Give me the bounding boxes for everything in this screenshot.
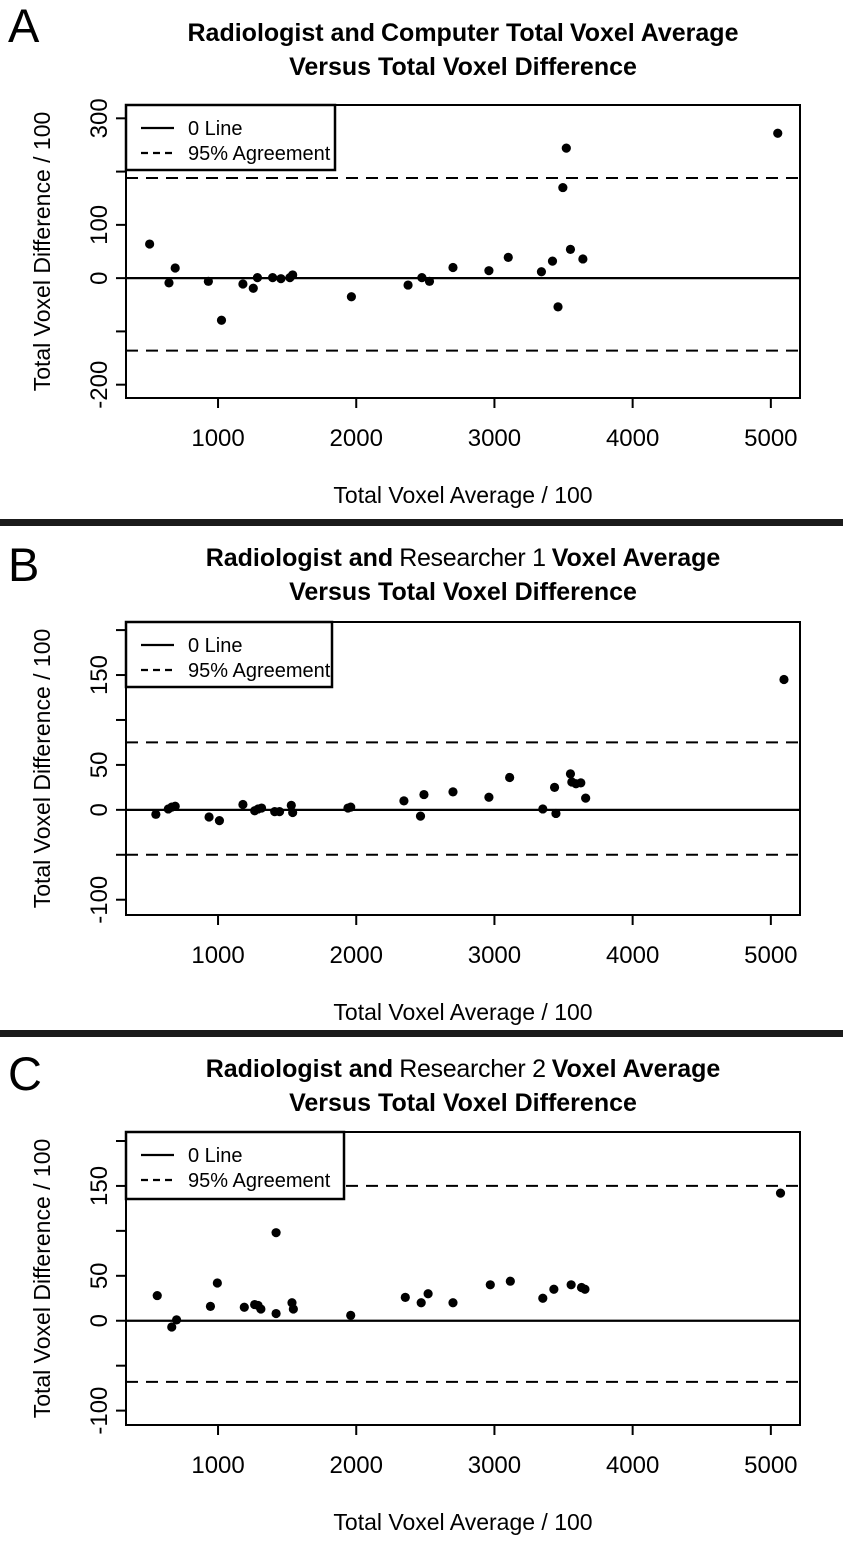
title-line1: Radiologist and Computer Total Voxel Avera… [110, 16, 816, 50]
svg-text:150: 150 [86, 1166, 113, 1206]
svg-text:Total Voxel Average / 100: Total Voxel Average / 100 [333, 999, 592, 1025]
title-line1: Radiologist and Researcher 2 Voxel Average [110, 1052, 816, 1086]
svg-text:0 Line: 0 Line [188, 1145, 243, 1167]
title-mid: Researcher 1 [399, 544, 546, 572]
svg-text:0: 0 [86, 803, 113, 816]
chart-title-a: Radiologist and Computer Total Voxel Avera… [110, 16, 816, 84]
svg-text:1000: 1000 [191, 942, 244, 969]
panel-letter-b: B [8, 538, 40, 591]
svg-text:-100: -100 [86, 876, 113, 924]
svg-text:150: 150 [86, 655, 113, 695]
svg-text:95% Agreement: 95% Agreement [188, 660, 331, 682]
svg-text:Total Voxel Average / 100: Total Voxel Average / 100 [333, 482, 592, 508]
panel-a: A Radiologist and Computer Total Voxel Ave… [0, 0, 843, 519]
title-line2: Versus Total Voxel Difference [289, 578, 637, 606]
svg-text:50: 50 [86, 1262, 113, 1289]
svg-text:2000: 2000 [330, 1452, 383, 1479]
panel-b: B Radiologist and Researcher 1 Voxel Avera… [0, 526, 843, 1030]
svg-text:4000: 4000 [606, 425, 659, 452]
title-prefix: Radiologist and [205, 544, 394, 572]
svg-text:5000: 5000 [744, 425, 797, 452]
title-prefix: Radiologist and [205, 1055, 394, 1083]
title-mid: Computer Total [381, 19, 564, 47]
title-mid: Researcher 2 [399, 1055, 546, 1083]
panel-letter-c: C [8, 1047, 42, 1100]
plot-C: 0 Line 95% Agreement 1000 2000 3000 4000 5000 T… [29, 1130, 801, 1535]
svg-text:0 Line: 0 Line [188, 118, 243, 140]
title-suffix: Voxel Average [569, 19, 739, 47]
svg-text:1000: 1000 [191, 1452, 244, 1479]
svg-text:-100: -100 [86, 1387, 113, 1435]
svg-text:Total Voxel Average / 100: Total Voxel Average / 100 [333, 1509, 592, 1535]
title-line1: Radiologist and Researcher 1 Voxel Average [110, 541, 816, 575]
title-line2: Versus Total Voxel Difference [289, 53, 637, 81]
svg-text:95% Agreement: 95% Agreement [188, 143, 331, 165]
svg-text:0 Line: 0 Line [188, 635, 243, 657]
svg-text:1000: 1000 [191, 425, 244, 452]
svg-text:Total Voxel Difference / 100: Total Voxel Difference / 100 [29, 1139, 55, 1419]
svg-text:5000: 5000 [744, 942, 797, 969]
title-suffix: Voxel Average [551, 544, 721, 572]
svg-text:50: 50 [86, 752, 113, 779]
plot-B: 0 Line 95% Agreement 1000 2000 3000 4000 5000 T… [29, 620, 801, 1025]
svg-text:Total Voxel Difference / 100: Total Voxel Difference / 100 [29, 112, 55, 392]
svg-text:95% Agreement: 95% Agreement [188, 1170, 331, 1192]
svg-text:2000: 2000 [330, 425, 383, 452]
svg-text:-200: -200 [86, 361, 113, 409]
svg-text:0: 0 [86, 271, 113, 284]
svg-text:4000: 4000 [606, 942, 659, 969]
svg-text:300: 300 [86, 98, 113, 138]
title-prefix: Radiologist and [187, 19, 376, 47]
svg-text:3000: 3000 [468, 425, 521, 452]
chart-title-c: Radiologist and Researcher 2 Voxel Average… [110, 1052, 816, 1120]
svg-text:2000: 2000 [330, 942, 383, 969]
svg-text:3000: 3000 [468, 942, 521, 969]
svg-text:5000: 5000 [744, 1452, 797, 1479]
panel-letter-a: A [8, 0, 40, 52]
panel-c: C Radiologist and Researcher 2 Voxel Avera… [0, 1037, 843, 1563]
svg-text:0: 0 [86, 1314, 113, 1327]
svg-text:4000: 4000 [606, 1452, 659, 1479]
title-suffix: Voxel Average [551, 1055, 721, 1083]
svg-text:100: 100 [86, 205, 113, 245]
chart-title-b: Radiologist and Researcher 1 Voxel Average… [110, 541, 816, 609]
panel-separator [0, 1030, 843, 1037]
svg-text:3000: 3000 [468, 1452, 521, 1479]
svg-text:Total Voxel Difference / 100: Total Voxel Difference / 100 [29, 629, 55, 909]
panel-separator [0, 519, 843, 526]
title-line2: Versus Total Voxel Difference [289, 1089, 637, 1117]
